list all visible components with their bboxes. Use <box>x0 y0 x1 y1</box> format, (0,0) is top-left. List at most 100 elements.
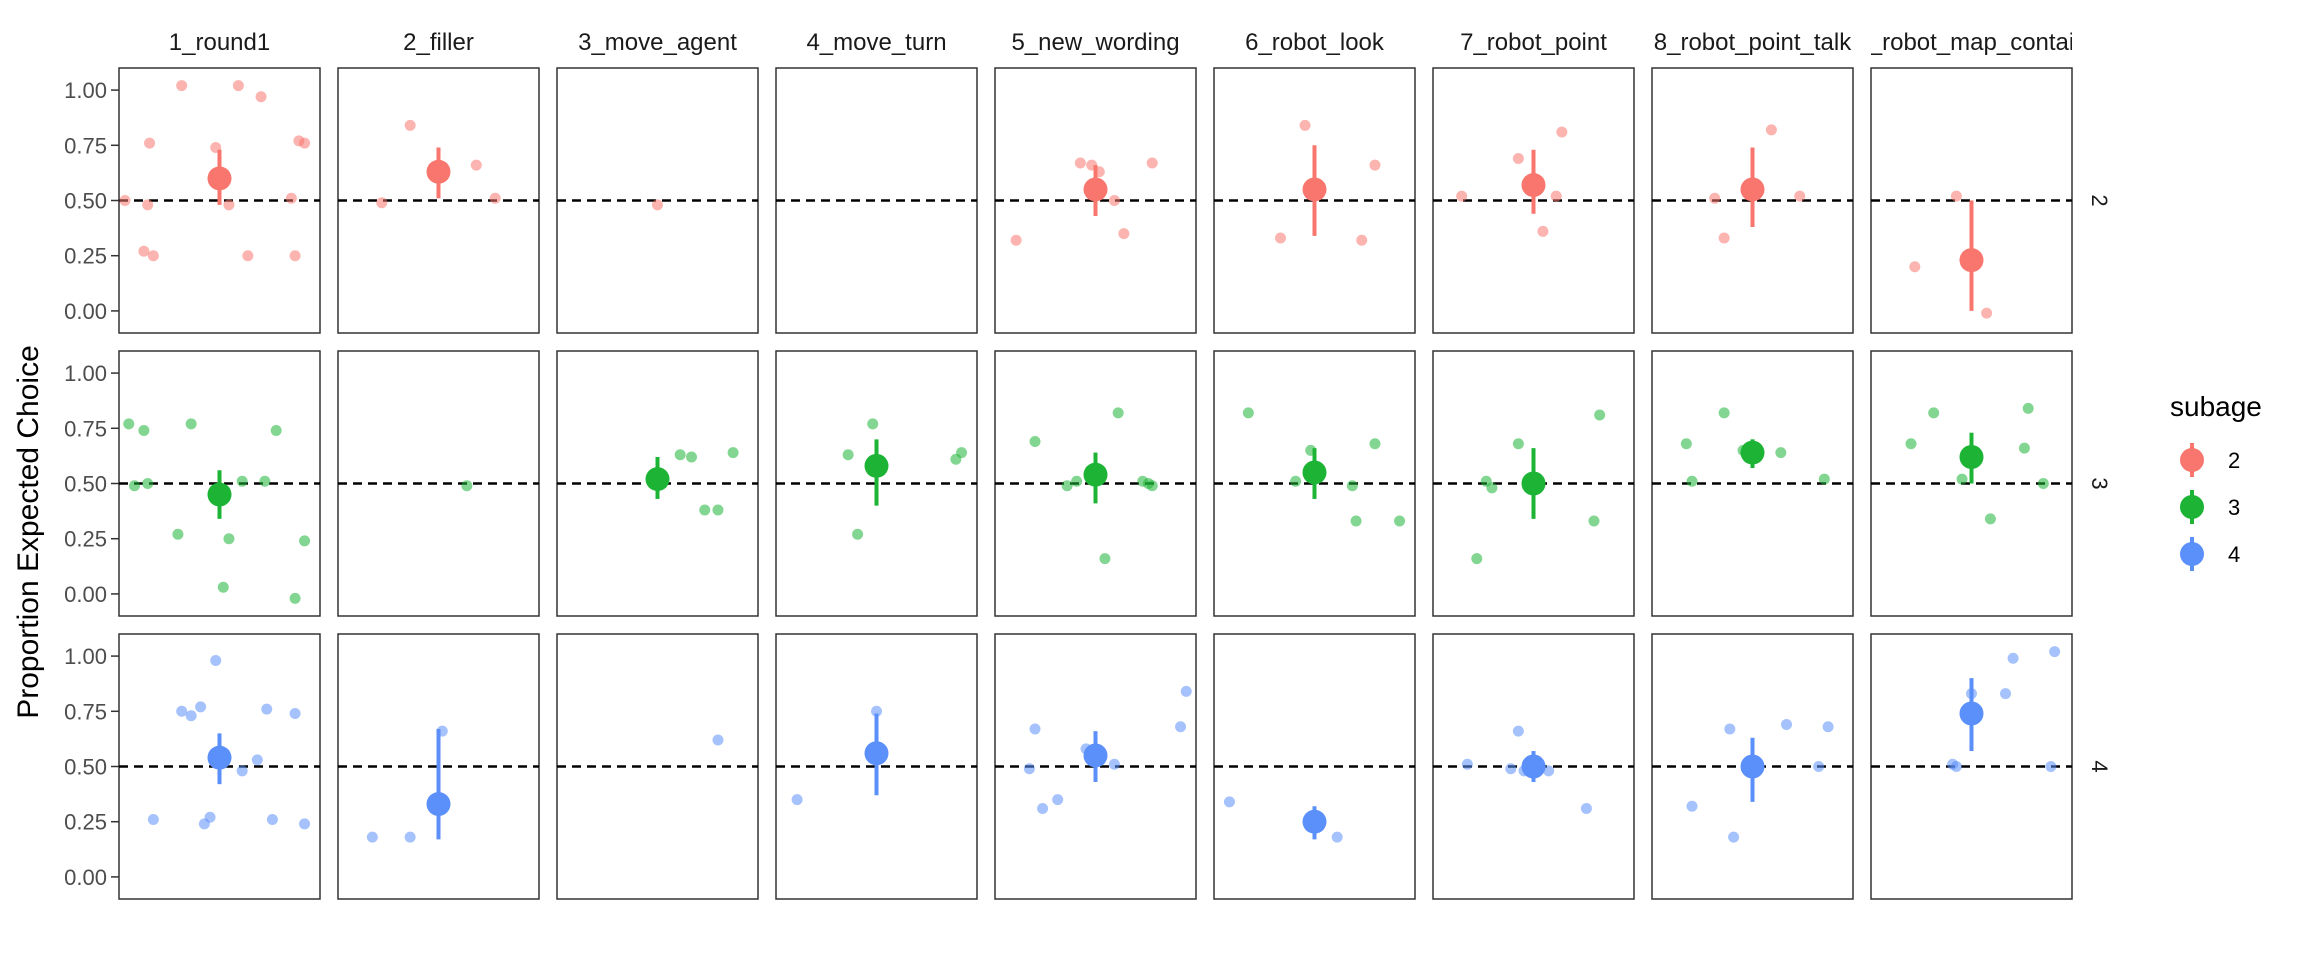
y-tick-label: 0.00 <box>64 582 107 607</box>
data-point <box>1818 473 1830 485</box>
data-point <box>2018 442 2030 454</box>
mean-point <box>645 467 670 492</box>
data-point <box>1956 473 1968 485</box>
y-tick-label: 0.25 <box>64 810 107 835</box>
data-point <box>176 80 188 92</box>
y-tick-label: 0.75 <box>64 416 107 441</box>
data-point <box>1543 765 1555 777</box>
data-point <box>1905 438 1917 450</box>
data-point <box>1724 723 1736 735</box>
mean-point <box>1959 445 1984 469</box>
row-strip-label: 2 <box>2087 194 2112 206</box>
facet-panel <box>1213 350 1416 617</box>
data-point <box>489 192 501 204</box>
data-point <box>1580 802 1592 814</box>
data-point <box>1299 119 1311 131</box>
data-point <box>1781 719 1793 731</box>
data-point <box>1346 480 1358 492</box>
data-point <box>289 250 301 262</box>
data-point <box>236 765 248 777</box>
column-strip-label: 2_filler <box>403 29 474 56</box>
facet-panels <box>118 67 2073 900</box>
data-point <box>1505 763 1517 775</box>
column-strip-label: 1_round1 <box>169 29 270 56</box>
y-tick-label: 0.00 <box>64 299 107 324</box>
facet-panel <box>1432 67 1635 334</box>
data-point <box>195 701 207 713</box>
data-point <box>1950 761 1962 772</box>
data-point <box>1223 796 1235 808</box>
data-point <box>1680 438 1692 450</box>
data-point <box>185 710 197 722</box>
facet-panel <box>1651 633 1854 900</box>
data-point <box>1686 475 1698 487</box>
data-point <box>299 818 311 830</box>
mean-point <box>1302 809 1327 834</box>
column-strip-label: 5_new_wording <box>1011 29 1179 56</box>
legend: subage 2 3 4 <box>2170 391 2262 571</box>
legend-label: 4 <box>2228 542 2240 567</box>
data-point <box>1512 438 1524 450</box>
data-point <box>232 80 244 92</box>
data-point <box>1461 758 1473 770</box>
data-point <box>1350 515 1362 527</box>
data-point <box>261 703 273 715</box>
mean-point <box>1302 460 1327 485</box>
facet-panel <box>556 350 759 617</box>
data-point <box>1537 225 1549 237</box>
data-point <box>1822 721 1834 733</box>
data-point <box>1118 228 1130 240</box>
data-point <box>867 418 879 430</box>
data-point <box>842 449 854 461</box>
data-point <box>470 159 482 171</box>
data-point <box>1180 685 1192 697</box>
data-point <box>259 475 271 487</box>
data-point <box>236 475 248 487</box>
facet-panel <box>556 67 759 334</box>
data-point <box>1471 553 1483 565</box>
data-point <box>1010 234 1022 246</box>
legend-title: subage <box>2170 391 2262 422</box>
data-point <box>1588 515 1600 527</box>
y-axes: 0.00 0.25 0.50 0.75 1.00 0.00 0.25 0.50 0.75 1.00… <box>64 78 119 890</box>
data-point <box>1146 157 1158 169</box>
mean-point <box>864 741 889 766</box>
row-strip-labels: 2 3 4 <box>2087 194 2112 772</box>
data-point <box>1108 195 1120 206</box>
column-strip-label: 7_robot_point <box>1460 29 1607 56</box>
data-point <box>172 528 184 540</box>
facet-panel <box>118 633 321 900</box>
data-point <box>1718 407 1730 419</box>
data-point <box>1486 482 1498 494</box>
data-point <box>1775 447 1787 459</box>
legend-label: 2 <box>2228 448 2240 473</box>
data-point <box>1984 513 1996 525</box>
data-point <box>1369 159 1381 171</box>
data-point <box>223 533 235 545</box>
y-tick-label: 0.25 <box>64 527 107 552</box>
data-point <box>142 478 154 489</box>
y-tick-label: 1.00 <box>64 644 107 669</box>
data-point <box>1175 721 1187 733</box>
data-point <box>138 245 150 257</box>
data-point <box>210 655 222 666</box>
mean-point <box>207 482 232 507</box>
mean-point <box>1083 743 1108 768</box>
data-point <box>176 705 188 717</box>
data-point <box>2022 402 2034 414</box>
data-point <box>2037 478 2049 489</box>
data-point <box>1550 190 1562 202</box>
mean-point <box>1740 177 1765 202</box>
facet-panel <box>1432 350 1635 617</box>
facet-panel <box>1213 633 1416 900</box>
mean-point <box>1521 754 1546 779</box>
mean-point <box>207 745 232 770</box>
facet-panel <box>337 633 540 900</box>
data-point <box>251 754 263 766</box>
data-point <box>1061 480 1073 492</box>
facet-panel <box>994 633 1197 900</box>
facet-panel <box>1432 633 1635 900</box>
column-strip-labels: 1_round1 2_filler 3_move_agent 4_move_turn 5… <box>169 29 2072 56</box>
data-point <box>1594 409 1606 421</box>
mean-point <box>207 166 232 191</box>
